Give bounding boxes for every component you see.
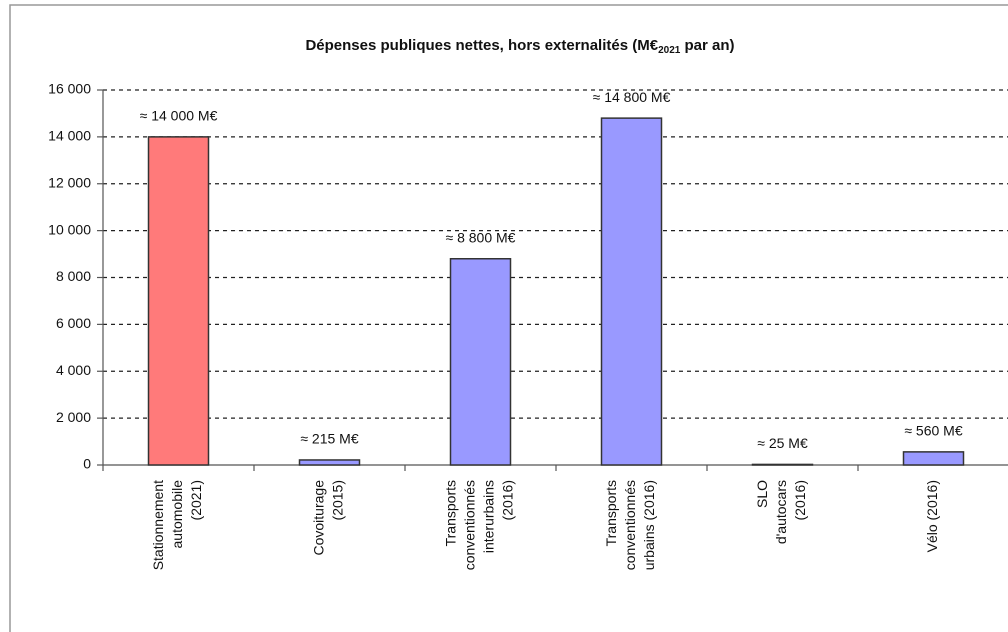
bar (902, 451, 965, 466)
x-tick-label: Stationnement (150, 480, 166, 570)
y-tick-label: 6 000 (56, 315, 91, 331)
value-label: ≈ 560 M€ (904, 423, 962, 439)
x-tick-label: (2015) (330, 480, 346, 520)
value-label: ≈ 14 000 M€ (140, 108, 218, 124)
y-tick-label: 0 (83, 456, 91, 472)
y-tick-label: 8 000 (56, 268, 91, 284)
x-tick-label: Transports (443, 480, 459, 546)
bar (298, 459, 361, 466)
value-label: ≈ 25 M€ (757, 435, 808, 451)
bar (600, 117, 663, 466)
value-label: ≈ 14 800 M€ (593, 89, 671, 105)
value-label: ≈ 215 M€ (300, 431, 358, 447)
y-tick-label: 10 000 (48, 221, 91, 237)
x-tick-label: Covoiturage (311, 480, 327, 556)
y-tick-label: 4 000 (56, 362, 91, 378)
x-tick-label: (2021) (188, 480, 204, 520)
bar (147, 136, 210, 466)
x-tick-label: d'autocars (773, 480, 789, 544)
chart-frame (9, 4, 1008, 632)
x-tick-label: conventionnés (622, 480, 638, 570)
x-tick-label: Vélo (2016) (924, 480, 940, 552)
bar (449, 258, 512, 466)
y-tick-label: 12 000 (48, 174, 91, 190)
y-tick-label: 2 000 (56, 409, 91, 425)
x-tick-label: Transports (603, 480, 619, 546)
chart-title: Dépenses publiques nettes, hors external… (305, 37, 734, 56)
y-tick-label: 14 000 (48, 128, 91, 144)
x-tick-label: automobile (169, 480, 185, 549)
x-tick-label: interurbains (481, 480, 497, 553)
x-tick-label: (2016) (500, 480, 516, 520)
y-tick-label: 16 000 (48, 81, 91, 97)
bar (751, 463, 814, 466)
x-tick-label: conventionnés (462, 480, 478, 570)
value-label: ≈ 8 800 M€ (446, 229, 516, 245)
x-tick-label: (2016) (792, 480, 808, 520)
x-tick-label: urbains (2016) (641, 480, 657, 570)
x-tick-label: SLO (754, 480, 770, 508)
